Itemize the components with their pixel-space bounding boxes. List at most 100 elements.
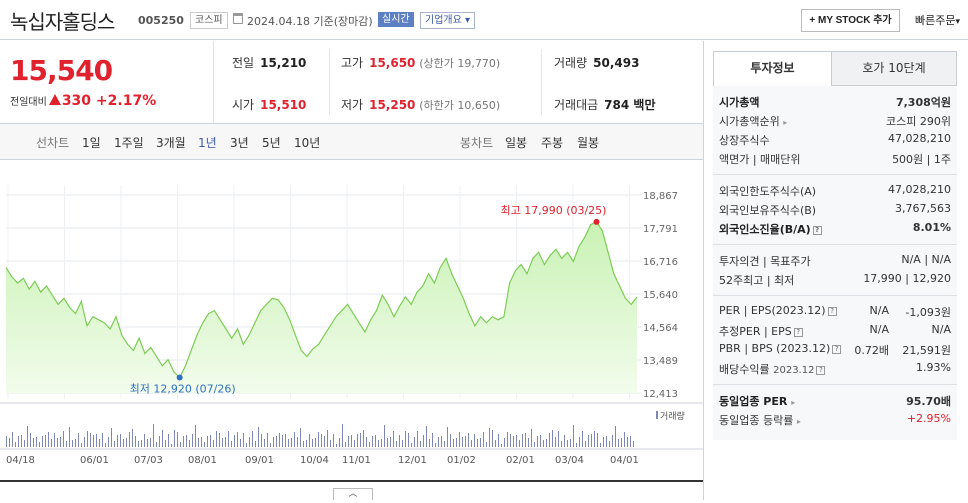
tab-monthly[interactable]: 월봉 bbox=[577, 136, 600, 150]
y-tick-label: 17,791 bbox=[643, 224, 678, 235]
tab-10y[interactable]: 10년 bbox=[294, 136, 321, 150]
chevron-down-icon: ▾ bbox=[465, 15, 471, 26]
volume-bar bbox=[390, 437, 391, 447]
price-chart: 18,867 17,791 16,716 15,640 14,564 13,489 12,4… bbox=[0, 160, 703, 500]
low-point-marker bbox=[176, 374, 183, 381]
volume-bar bbox=[183, 436, 184, 447]
market-badge: 코스피 bbox=[190, 12, 228, 29]
tab-3y[interactable]: 3년 bbox=[230, 136, 249, 150]
volume-bar bbox=[117, 435, 118, 447]
volume-bar bbox=[546, 439, 547, 447]
volume-bar bbox=[42, 436, 43, 447]
volume-bar bbox=[171, 444, 172, 447]
help-icon[interactable]: ? bbox=[793, 328, 803, 337]
volume-bar bbox=[378, 440, 379, 447]
listed-shares-row: 상장주식수 47,028,210 bbox=[719, 132, 951, 147]
volume-bar bbox=[195, 425, 196, 447]
tab-3m[interactable]: 3개월 bbox=[156, 136, 186, 150]
volume-bar bbox=[39, 442, 40, 447]
x-tick-label: 10/04 bbox=[300, 455, 329, 466]
volume-bar bbox=[36, 437, 37, 447]
realtime-button[interactable]: 실시간 bbox=[378, 12, 414, 27]
tab-investment-info[interactable]: 투자정보 bbox=[713, 51, 832, 86]
price-change: 전일대비 330 +2.17% bbox=[10, 93, 157, 109]
volume-bar bbox=[12, 432, 13, 447]
volume-bar bbox=[384, 425, 385, 447]
volume-bar bbox=[21, 435, 22, 447]
volume-bar bbox=[441, 436, 442, 447]
volume-bar bbox=[348, 436, 349, 447]
opinion-row: 투자의견 | 목표주가 N/A | N/A bbox=[719, 253, 951, 268]
tab-weekly[interactable]: 주봉 bbox=[541, 136, 564, 150]
volume-bar bbox=[612, 435, 613, 447]
volume-bar bbox=[156, 442, 157, 447]
x-tick-label: 02/01 bbox=[506, 455, 535, 466]
volume-bar bbox=[123, 439, 124, 447]
volume-bar bbox=[279, 433, 280, 447]
volume-bar bbox=[420, 441, 421, 447]
volume-bar bbox=[375, 435, 376, 447]
volume-bar bbox=[201, 437, 202, 447]
collapse-chart-button[interactable]: ︿ bbox=[333, 488, 373, 500]
volume-bar bbox=[6, 436, 7, 447]
volume-bar bbox=[27, 426, 28, 447]
volume-bar bbox=[633, 441, 634, 447]
tab-1w[interactable]: 1주일 bbox=[114, 136, 144, 150]
volume-bar bbox=[345, 442, 346, 447]
volume-bar bbox=[126, 438, 127, 447]
volume-bar bbox=[324, 436, 325, 447]
volume-bar bbox=[105, 443, 106, 447]
high-price: 고가 15,650 (상한가 19,770) bbox=[341, 56, 501, 70]
x-tick-label: 12/01 bbox=[398, 455, 427, 466]
help-icon[interactable]: ? bbox=[816, 366, 826, 375]
volume-bar bbox=[519, 440, 520, 447]
corp-info-dropdown[interactable]: 기업개요 ▾ bbox=[420, 12, 476, 29]
volume-bar bbox=[618, 439, 619, 447]
volume-bar bbox=[339, 438, 340, 447]
tab-1d[interactable]: 1일 bbox=[82, 136, 101, 150]
volume-bar bbox=[456, 438, 457, 447]
tab-order-book[interactable]: 호가 10단계 bbox=[832, 51, 957, 86]
volume-bar bbox=[576, 443, 577, 447]
volume-bar bbox=[513, 436, 514, 447]
volume-bar bbox=[129, 432, 130, 447]
volume-bar bbox=[114, 441, 115, 447]
volume-bar bbox=[18, 436, 19, 447]
volume-bar bbox=[102, 433, 103, 447]
volume-bar bbox=[405, 431, 406, 447]
chevron-right-icon: ▸ bbox=[783, 118, 788, 127]
help-icon[interactable]: ? bbox=[827, 307, 837, 316]
volume-bar bbox=[591, 434, 592, 447]
volume-bar bbox=[213, 440, 214, 447]
volume-bar bbox=[627, 437, 628, 447]
volume-bar bbox=[303, 441, 304, 447]
help-icon[interactable]: ? bbox=[812, 226, 822, 235]
y-tick-label: 16,716 bbox=[643, 257, 678, 268]
volume-bar bbox=[234, 435, 235, 447]
volume-bar bbox=[111, 428, 112, 447]
tab-5y[interactable]: 5년 bbox=[262, 136, 281, 150]
candle-chart-label: 봉차트 bbox=[460, 136, 494, 150]
help-icon[interactable]: ? bbox=[832, 345, 842, 354]
volume-bar bbox=[48, 432, 49, 447]
volume-bar bbox=[516, 435, 517, 447]
volume-bar bbox=[330, 440, 331, 447]
volume-bar bbox=[492, 430, 493, 447]
volume-bar bbox=[525, 433, 526, 447]
volume-bar bbox=[237, 432, 238, 447]
volume-bar bbox=[435, 443, 436, 447]
tab-daily[interactable]: 일봉 bbox=[505, 136, 528, 150]
volume-bar bbox=[585, 441, 586, 447]
volume-bar bbox=[300, 428, 301, 447]
volume-bar bbox=[411, 443, 412, 447]
volume-bar bbox=[258, 427, 259, 447]
volume-bar bbox=[264, 439, 265, 447]
tab-1y[interactable]: 1년 bbox=[198, 136, 217, 150]
quick-order-dropdown[interactable]: 빠른주문▾ bbox=[915, 14, 961, 27]
volume-bar bbox=[216, 431, 217, 447]
volume-bar bbox=[573, 425, 574, 447]
market-cap-row: 시가총액 7,308억원 bbox=[719, 96, 951, 109]
volume-bar bbox=[81, 443, 82, 447]
add-my-stock-button[interactable]: + MY STOCK 추가 bbox=[801, 9, 900, 32]
volume-bar bbox=[204, 442, 205, 447]
